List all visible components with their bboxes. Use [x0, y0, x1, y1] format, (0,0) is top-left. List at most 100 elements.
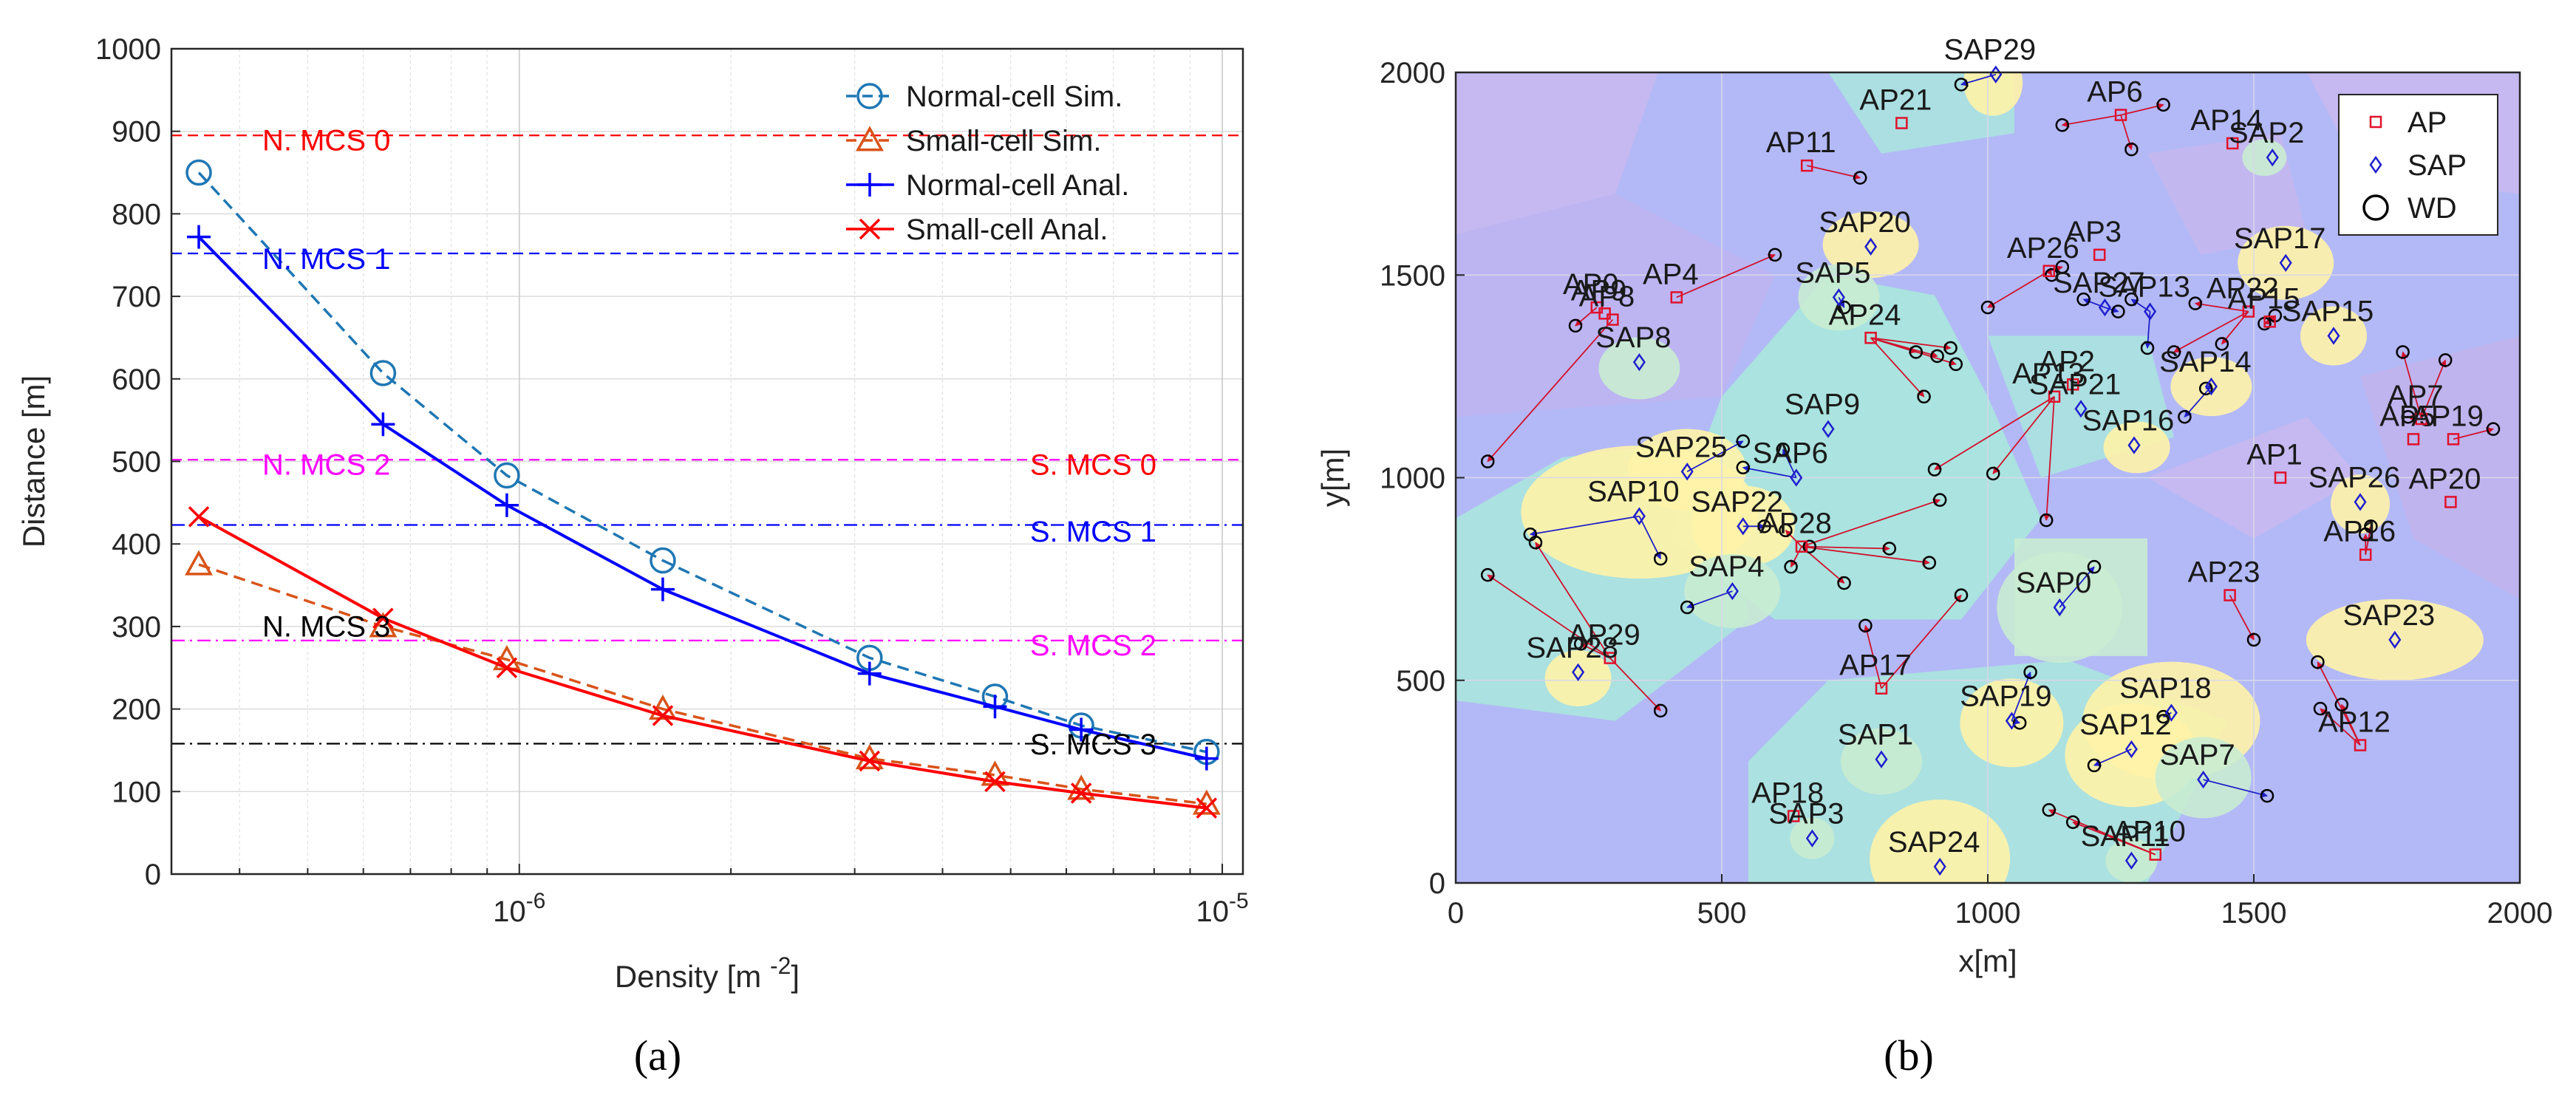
- sap-label: SAP29: [1944, 34, 2037, 66]
- ap-label: AP7: [2388, 380, 2444, 412]
- sap-marker: [1832, 288, 1845, 307]
- sap-marker: [2279, 253, 2292, 272]
- threshold-label: S. MCS 2: [1030, 630, 1156, 662]
- data-point: [494, 462, 520, 489]
- data-point: [188, 506, 210, 528]
- wd-marker: [1573, 637, 1588, 651]
- legend-label: Small-cell Anal.: [906, 214, 1108, 246]
- association-arrow: [2401, 351, 2422, 420]
- association-arrow: [2059, 566, 2095, 608]
- data-point: [1069, 717, 1094, 742]
- sap-label: SAP0: [2016, 567, 2091, 599]
- sap-label: SAP17: [2234, 222, 2326, 255]
- sap-label: SAP13: [2098, 271, 2190, 304]
- ap-label: AP10: [2113, 816, 2186, 848]
- ap-label: AP3: [2065, 216, 2122, 248]
- wd-marker: [1757, 519, 1771, 533]
- wd-marker: [1858, 618, 1873, 632]
- wd-marker: [1480, 454, 1495, 468]
- association-arrow: [2320, 708, 2361, 746]
- association-arrow: [1487, 574, 1611, 659]
- ap-marker: [2048, 390, 2061, 403]
- wd-marker: [1980, 300, 1995, 315]
- wd-marker: [1776, 442, 1790, 457]
- series: [185, 159, 1221, 819]
- legend-marker: [856, 83, 883, 109]
- threshold-label: N. MCS 2: [262, 448, 390, 481]
- data-point: [648, 694, 677, 720]
- sap-marker: [1875, 750, 1888, 768]
- sap-marker: [2124, 851, 2138, 870]
- ap-label: AP14: [2190, 104, 2263, 137]
- x-tick-exponent: -6: [526, 889, 546, 913]
- sap-label: SAP8: [1595, 321, 1671, 354]
- sap-marker: [2124, 740, 2138, 759]
- legend-marker: [2369, 155, 2382, 174]
- ap-label: AP19: [2411, 400, 2484, 432]
- ap-label: AP21: [1859, 84, 1932, 117]
- y-tick-label: 1000: [95, 33, 161, 66]
- threshold-label: N. MCS 0: [262, 124, 390, 157]
- legend-label: WD: [2408, 192, 2457, 225]
- series-line-1: [198, 563, 1207, 805]
- normal-cell-region: [1456, 194, 1775, 417]
- data-point: [857, 661, 882, 686]
- data-point: [650, 577, 675, 601]
- association-arrow: [1790, 546, 1802, 568]
- data-point: [652, 705, 674, 726]
- ap-label: AP2: [2039, 345, 2095, 378]
- wd-marker: [1917, 389, 1931, 404]
- threshold-label: S. MCS 1: [1030, 516, 1156, 548]
- wd-marker: [2401, 409, 2416, 424]
- association-arrow: [1487, 318, 1614, 463]
- wd-marker: [1930, 349, 1944, 364]
- wd-marker: [1954, 588, 1969, 602]
- sap-label: SAP10: [1587, 476, 1680, 508]
- sap-label: SAP7: [2159, 739, 2235, 771]
- ap-label: AP13: [2012, 358, 2085, 390]
- threshold-label: S. MCS 0: [1030, 448, 1156, 481]
- sap-label: SAP4: [1689, 550, 1764, 583]
- ap-label: AP18: [1751, 777, 1824, 809]
- legend-label: Small-cell Sim.: [906, 125, 1101, 157]
- sap-marker: [2074, 400, 2088, 418]
- sap-marker: [2197, 770, 2210, 789]
- y-tick-label: 600: [112, 364, 161, 396]
- wd-marker: [1784, 559, 1798, 574]
- wd-marker: [2438, 353, 2453, 367]
- legend-label: Normal-cell Anal.: [906, 169, 1129, 202]
- wd-marker: [1653, 551, 1668, 566]
- panel-b-caption: (b): [1884, 1031, 1934, 1079]
- ap-label: AP17: [1839, 649, 1912, 682]
- small-cell: [1963, 72, 2023, 116]
- ap-marker: [2242, 305, 2255, 318]
- wd-marker: [2045, 268, 2059, 282]
- ap-label: AP28: [1759, 508, 1832, 540]
- sap-label: SAP5: [1795, 256, 1870, 289]
- wd-marker: [1779, 523, 1793, 538]
- panel-b-scatter-map: AP21 AP6AP14AP11AP3AP26AP0AP9AP8AP4AP24AP…: [1315, 34, 2552, 978]
- wd-marker: [1943, 341, 1957, 355]
- wd-marker: [2055, 260, 2070, 274]
- ap-label: AP0: [1563, 268, 1619, 301]
- ap-marker: [1606, 313, 1619, 326]
- wd-marker: [1568, 318, 1583, 333]
- data-point: [187, 225, 211, 249]
- association-arrow: [2072, 821, 2156, 856]
- small-cell: [2155, 737, 2252, 819]
- sap-marker: [2327, 327, 2340, 345]
- association-arrow: [1870, 337, 1925, 398]
- wd-marker: [1768, 248, 1782, 262]
- wd-marker: [1853, 171, 1867, 185]
- sap-marker: [2053, 598, 2066, 617]
- sap-marker: [2164, 703, 2178, 722]
- y-tick-label: 300: [112, 611, 161, 644]
- legend: Normal-cell Sim. Small-cell Sim. Normal-ce…: [846, 81, 1129, 246]
- association-arrow: [1785, 530, 1802, 548]
- wd-marker: [2124, 142, 2139, 157]
- wd-marker: [2260, 788, 2275, 803]
- data-point: [185, 159, 212, 186]
- data-point: [981, 760, 1009, 786]
- association-arrow: [2105, 306, 2119, 313]
